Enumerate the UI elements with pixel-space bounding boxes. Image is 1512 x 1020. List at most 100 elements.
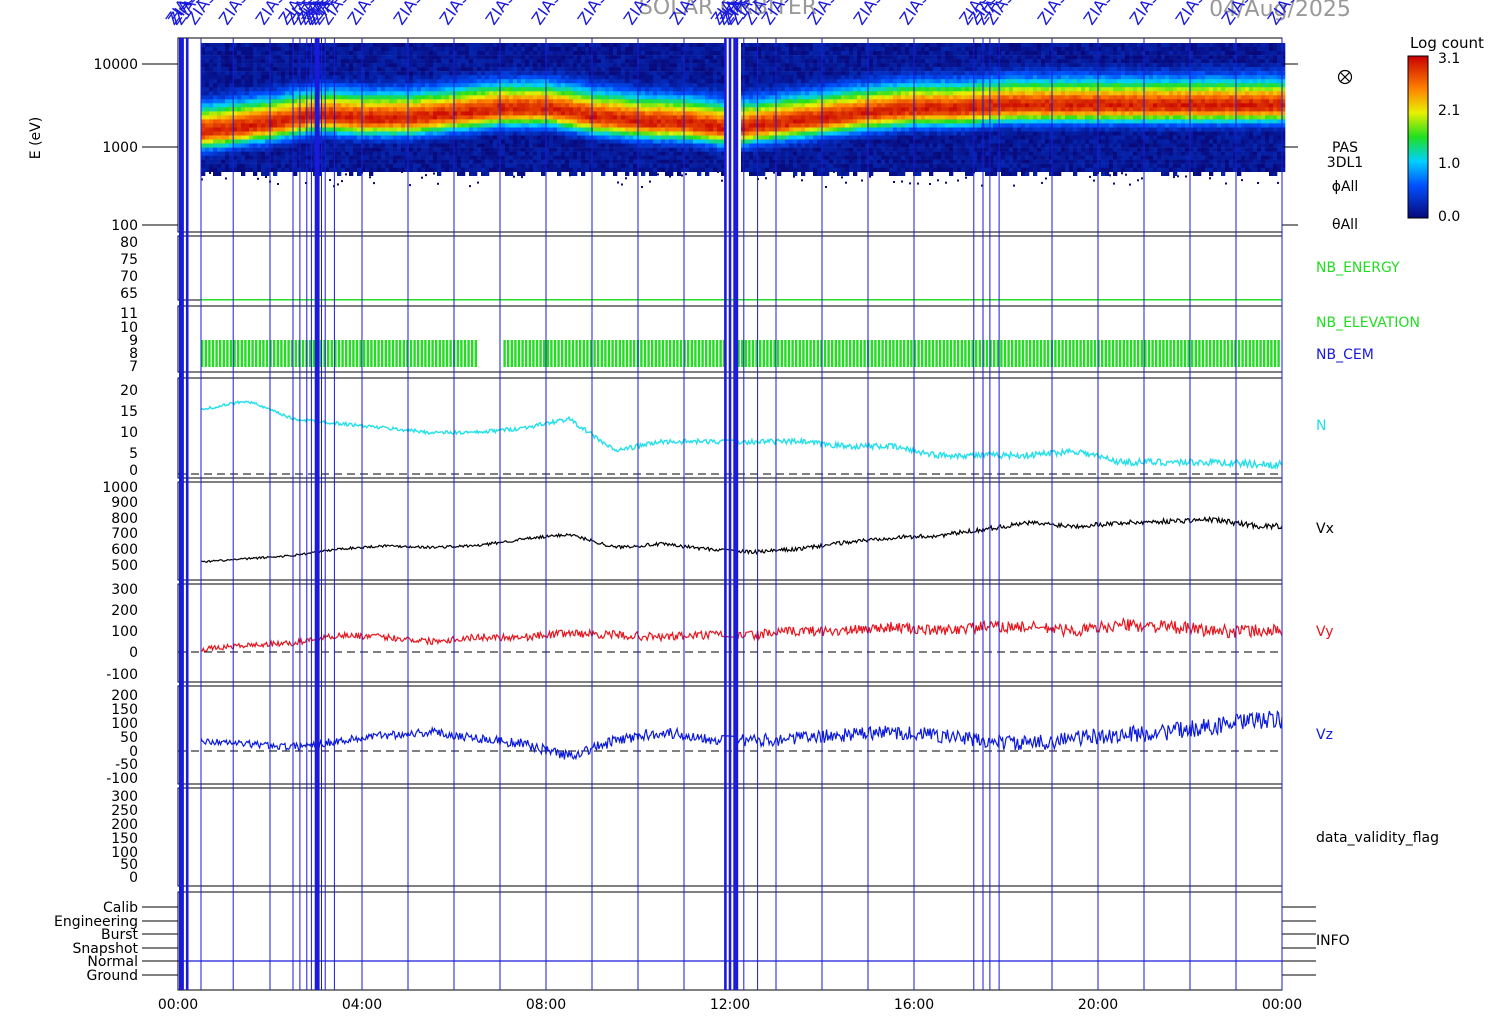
- phi-label: ϕAll: [1332, 179, 1359, 195]
- y-tick-label: 50: [120, 730, 138, 746]
- y-tick-label: 200: [111, 603, 138, 619]
- y-tick-label: 900: [111, 495, 138, 511]
- nb-elevation-bars: [201, 340, 1280, 367]
- mode-label-calib: Calib: [103, 900, 138, 916]
- info-mode-lines: [142, 906, 1316, 976]
- zias-marker-label: ZIAS: [850, 0, 887, 28]
- y-tick-label: 100: [111, 716, 138, 732]
- info-panel: Calib Engineering Burst Snapshot Normal …: [54, 891, 1350, 991]
- info-label: INFO: [1316, 933, 1350, 949]
- x-tick-label: 16:00: [894, 997, 934, 1013]
- x-tick-label: 20:00: [1078, 997, 1118, 1013]
- density-line: [200, 400, 1283, 470]
- y-tick-label: 0: [129, 870, 138, 886]
- zias-marker-label: ZIAS: [436, 0, 473, 28]
- otimes-icon: [1337, 69, 1353, 85]
- vz-panel: 200 150 100 50 0 -50 -100 Vz: [106, 685, 1333, 787]
- y-tick-label: 65: [120, 286, 138, 302]
- theta-label: θAll: [1332, 217, 1358, 233]
- colorbar-tick: 0.0: [1438, 209, 1460, 225]
- y-tick-label: 500: [111, 558, 138, 574]
- y-tick-label: 300: [111, 789, 138, 805]
- mode-label-ground: Ground: [87, 968, 139, 984]
- plot-date: 04/Aug/2025: [1209, 0, 1351, 22]
- mode-label-normal: Normal: [87, 954, 138, 970]
- zias-marker-label: ZIAS: [574, 0, 611, 28]
- vz-line: [200, 709, 1283, 761]
- zias-marker-label: ZIAS: [896, 0, 933, 28]
- y-tick-label: 10: [120, 320, 138, 336]
- y-tick-label: 600: [111, 542, 138, 558]
- density-panel: 20 15 10 5 0 N: [120, 377, 1326, 479]
- y-tick-label: 100: [111, 845, 138, 861]
- validity-label: data_validity_flag: [1316, 830, 1439, 846]
- validity-panel: 300 250 200 150 100 50 0 data_validity_f…: [111, 787, 1439, 887]
- y-tick-label: 300: [111, 582, 138, 598]
- header: SOLAR ORBITER 04/Aug/2025: [639, 0, 1351, 22]
- colorbar-tick: 2.1: [1438, 103, 1460, 119]
- instrument-label: PAS: [1332, 140, 1358, 156]
- mode-label-snapshot: Snapshot: [73, 941, 139, 957]
- colorbar-title: Log count: [1410, 34, 1484, 52]
- x-tick-label: 04:00: [342, 997, 382, 1013]
- right-axis-ticks: [1282, 63, 1298, 226]
- y-tick-label: 800: [111, 511, 138, 527]
- vy-line: [200, 616, 1283, 652]
- y-tick-label: 200: [111, 688, 138, 704]
- colorbar-tick: 1.0: [1438, 156, 1460, 172]
- y-tick-label: 75: [120, 252, 138, 268]
- zias-marker-label: ZIAS: [1034, 0, 1071, 28]
- vy-label: Vy: [1316, 624, 1334, 640]
- y-tick-label: -50: [115, 757, 138, 773]
- zias-marker-label: ZIAS: [1126, 0, 1163, 28]
- spectrogram-image: [201, 43, 1286, 188]
- y-tick-label: 8: [129, 346, 138, 362]
- colorbar: Log count 3.1 2.1 1.0 0.0: [1407, 34, 1484, 225]
- zias-marker-labels: ZIAS ZIAS ZIAS ZIAS ZIAS ZIAS ZIAS ZIAS ZIAS ZIAS…: [162, 0, 1300, 28]
- nb-elevation-panel: 11 10 9 8 7 NB_ELEVATION NB_CEM: [120, 305, 1420, 375]
- zias-marker-label: ZIAS: [390, 0, 427, 28]
- x-axis: 00:00 04:00 08:00 12:00 16:00 20:00 00:0…: [158, 997, 1302, 1013]
- y-tick-label: 700: [111, 526, 138, 542]
- zias-marker-label: ZIAS: [528, 0, 565, 28]
- y-tick-label: 1000: [102, 480, 138, 496]
- mode-label-burst: Burst: [101, 927, 139, 943]
- y-tick-label: 15: [120, 404, 138, 420]
- y-tick-label: 200: [111, 817, 138, 833]
- y-tick-label: 150: [111, 702, 138, 718]
- mode-label-engineering: Engineering: [54, 914, 138, 930]
- y-tick-label: 100: [111, 624, 138, 640]
- colorbar-tick: 3.1: [1438, 51, 1460, 67]
- x-tick-label: 12:00: [710, 997, 750, 1013]
- mode-label: 3DL1: [1327, 155, 1363, 171]
- spectrogram-ylabel: E (eV): [28, 117, 44, 159]
- y-tick-label: -100: [106, 667, 138, 683]
- y-tick-label: 50: [120, 857, 138, 873]
- y-tick-label: 7: [129, 359, 138, 375]
- nb-energy-label: NB_ENERGY: [1316, 260, 1400, 276]
- x-tick-label: 08:00: [526, 997, 566, 1013]
- y-tick-label: 150: [111, 831, 138, 847]
- vx-line: [200, 515, 1283, 563]
- y-tick-label: 70: [120, 269, 138, 285]
- nb-energy-panel: 80 75 70 65 NB_ENERGY: [120, 235, 1400, 302]
- y-tick-label: 250: [111, 803, 138, 819]
- y-tick-label: 0: [129, 645, 138, 661]
- y-tick-label: 0: [129, 744, 138, 760]
- y-tick-label: 10000: [93, 57, 138, 73]
- zias-marker-label: ZIAS: [1172, 0, 1209, 28]
- vx-panel: 1000 900 800 700 600 500 Vx: [102, 480, 1334, 581]
- x-tick-label: 00:00: [1262, 997, 1302, 1013]
- y-tick-label: 11: [120, 306, 138, 322]
- plot-title: SOLAR ORBITER: [639, 0, 817, 20]
- y-tick-label: -100: [106, 771, 138, 787]
- nb-cem-label: NB_CEM: [1316, 347, 1374, 363]
- y-tick-label: 1000: [102, 140, 138, 156]
- colorbar-scale: [1407, 55, 1429, 219]
- y-tick-label: 20: [120, 383, 138, 399]
- density-label: N: [1316, 418, 1326, 434]
- x-tick-label: 00:00: [158, 997, 198, 1013]
- zias-marker-lines: [179, 38, 1283, 990]
- zias-marker-label: ZIAS: [215, 0, 252, 28]
